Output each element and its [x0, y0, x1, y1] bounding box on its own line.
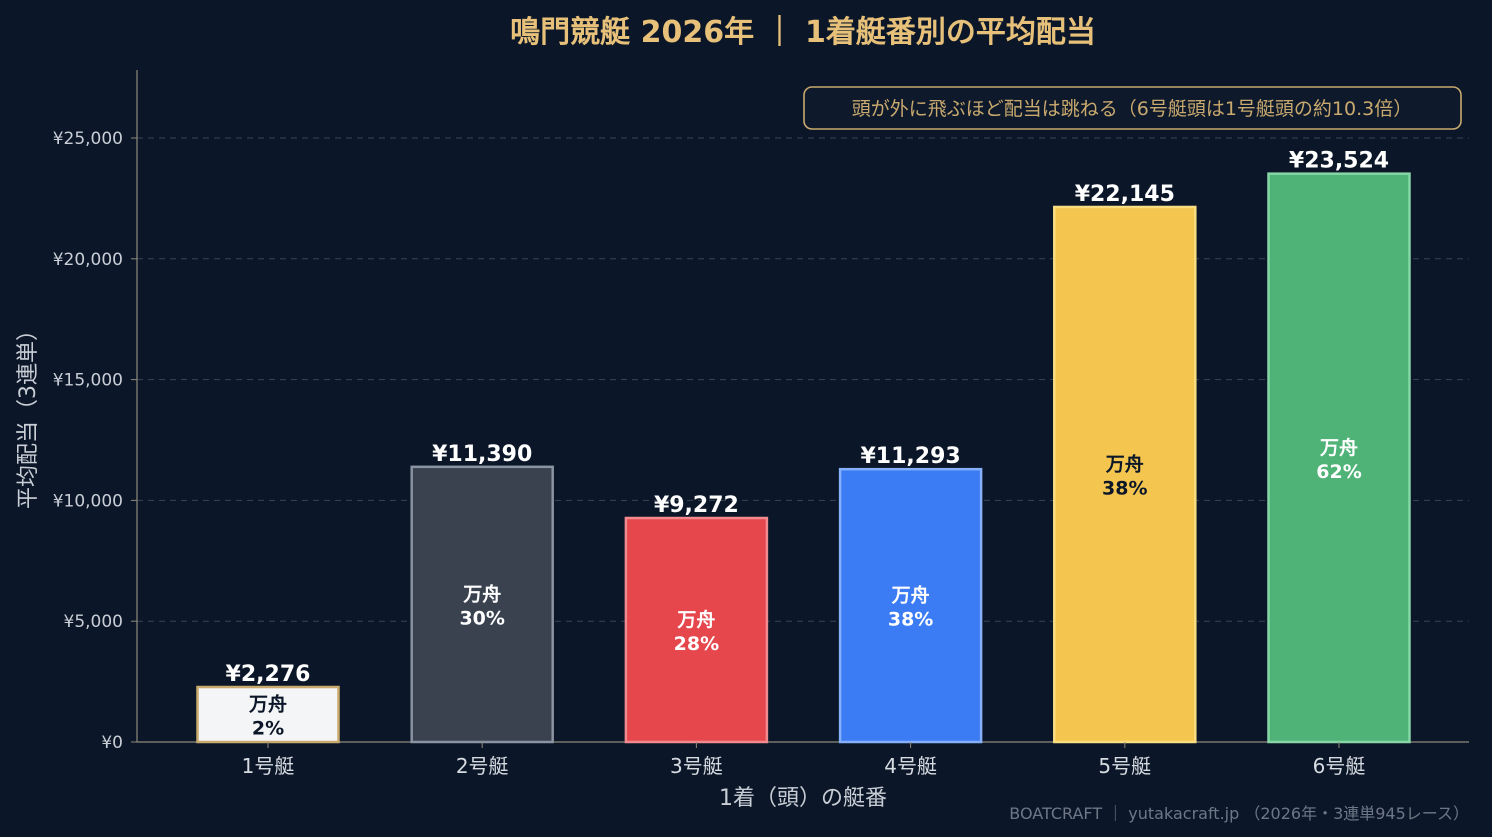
grid-lines	[137, 137, 1469, 622]
bar	[1267, 172, 1411, 744]
x-tick-label: 4号艇	[884, 754, 937, 778]
bar	[410, 465, 554, 744]
x-axis-label: 1着（頭）の艇番	[719, 786, 887, 811]
bar-manshu-label: 万舟	[248, 693, 287, 716]
chart-title: 鳴門競艇 2026年 ｜ 1着艇番別の平均配当	[510, 15, 1096, 50]
x-tick-label: 1号艇	[242, 754, 295, 778]
bar-value-label: ¥11,293	[860, 444, 960, 469]
x-tick-label: 2号艇	[456, 754, 509, 778]
bar	[624, 516, 769, 744]
y-axis-label: 平均配当（3連単）	[16, 319, 41, 509]
bar-manshu-label: 万舟	[891, 584, 930, 607]
bar-value-label: ¥9,272	[654, 493, 739, 518]
y-tick-label: ¥5,000	[64, 612, 123, 632]
y-tick-label: ¥25,000	[53, 129, 123, 149]
bars: ¥2,276万舟2%¥11,390万舟30%¥9,272万舟28%¥11,293…	[196, 149, 1411, 744]
bar-group: ¥2,276 万舟2%	[196, 662, 340, 744]
y-tick-label: ¥15,000	[53, 371, 123, 391]
bar-manshu-rate: 30%	[459, 607, 504, 629]
bar-manshu-rate: 28%	[674, 633, 719, 655]
x-tick-label: 5号艇	[1098, 754, 1151, 778]
y-tick-label: ¥0	[101, 733, 123, 753]
footer-credit: BOATCRAFT ｜ yutakacraft.jp （2026年・3連単945…	[1009, 804, 1469, 823]
bar	[1053, 205, 1197, 744]
bar-manshu-rate: 38%	[1102, 477, 1147, 499]
annotation-box: 頭が外に飛ぶほど配当は跳ねる（6号艇頭は1号艇頭の約10.3倍）	[803, 86, 1462, 130]
bar-manshu-rate: 38%	[888, 609, 933, 631]
x-tick-label: 6号艇	[1313, 754, 1366, 778]
bar-value-label: ¥11,390	[432, 442, 532, 467]
x-tick-label: 3号艇	[670, 754, 723, 778]
bar-manshu-label: 万舟	[1105, 452, 1144, 475]
y-tick-label: ¥20,000	[53, 250, 123, 270]
annotation-text: 頭が外に飛ぶほど配当は跳ねる（6号艇頭は1号艇頭の約10.3倍）	[852, 98, 1412, 120]
y-axis-ticks: ¥0 ¥5,000 ¥10,000 ¥15,000 ¥20,000 ¥25,000	[53, 129, 137, 753]
bar	[196, 685, 340, 744]
bar-value-label: ¥23,524	[1289, 149, 1389, 174]
y-tick-label: ¥10,000	[53, 491, 123, 511]
bar-manshu-rate: 62%	[1316, 461, 1361, 483]
bar-manshu-label: 万舟	[1319, 436, 1358, 459]
x-axis-ticks: 1号艇 2号艇 3号艇 4号艇 5号艇 6号艇	[242, 742, 1366, 778]
bar-manshu-rate: 2%	[252, 718, 284, 740]
annotation-frame	[803, 86, 1462, 130]
bar	[838, 467, 983, 744]
bar-manshu-label: 万舟	[462, 582, 501, 605]
bar-value-label: ¥2,276	[226, 662, 311, 687]
bar-value-label: ¥22,145	[1075, 182, 1175, 207]
bar-manshu-label: 万舟	[676, 608, 715, 631]
